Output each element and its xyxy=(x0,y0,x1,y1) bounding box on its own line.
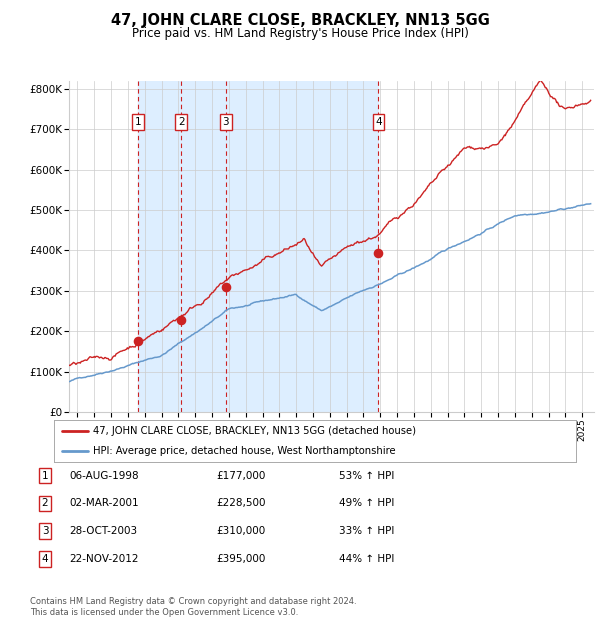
Text: 49% ↑ HPI: 49% ↑ HPI xyxy=(339,498,394,508)
Text: 28-OCT-2003: 28-OCT-2003 xyxy=(69,526,137,536)
Text: 44% ↑ HPI: 44% ↑ HPI xyxy=(339,554,394,564)
Text: 33% ↑ HPI: 33% ↑ HPI xyxy=(339,526,394,536)
Text: Price paid vs. HM Land Registry's House Price Index (HPI): Price paid vs. HM Land Registry's House … xyxy=(131,27,469,40)
Text: 2: 2 xyxy=(178,117,184,127)
Text: £177,000: £177,000 xyxy=(216,471,265,480)
Text: 3: 3 xyxy=(41,526,49,536)
Text: 4: 4 xyxy=(41,554,49,564)
Point xyxy=(374,247,383,257)
Bar xyxy=(138,81,379,412)
Text: 4: 4 xyxy=(375,117,382,127)
Text: HPI: Average price, detached house, West Northamptonshire: HPI: Average price, detached house, West… xyxy=(93,446,396,456)
Text: £310,000: £310,000 xyxy=(216,526,265,536)
Text: 47, JOHN CLARE CLOSE, BRACKLEY, NN13 5GG (detached house): 47, JOHN CLARE CLOSE, BRACKLEY, NN13 5GG… xyxy=(93,426,416,436)
Text: 2: 2 xyxy=(41,498,49,508)
Text: 1: 1 xyxy=(134,117,141,127)
Text: £395,000: £395,000 xyxy=(216,554,265,564)
Text: 53% ↑ HPI: 53% ↑ HPI xyxy=(339,471,394,480)
Text: 22-NOV-2012: 22-NOV-2012 xyxy=(69,554,139,564)
Text: Contains HM Land Registry data © Crown copyright and database right 2024.
This d: Contains HM Land Registry data © Crown c… xyxy=(30,598,356,617)
Text: £228,500: £228,500 xyxy=(216,498,265,508)
Text: 47, JOHN CLARE CLOSE, BRACKLEY, NN13 5GG: 47, JOHN CLARE CLOSE, BRACKLEY, NN13 5GG xyxy=(110,13,490,28)
Text: 3: 3 xyxy=(223,117,229,127)
Point xyxy=(176,315,186,325)
Point xyxy=(221,282,230,292)
Text: 1: 1 xyxy=(41,471,49,480)
Point xyxy=(133,336,143,346)
Text: 06-AUG-1998: 06-AUG-1998 xyxy=(69,471,139,480)
Text: 02-MAR-2001: 02-MAR-2001 xyxy=(69,498,139,508)
